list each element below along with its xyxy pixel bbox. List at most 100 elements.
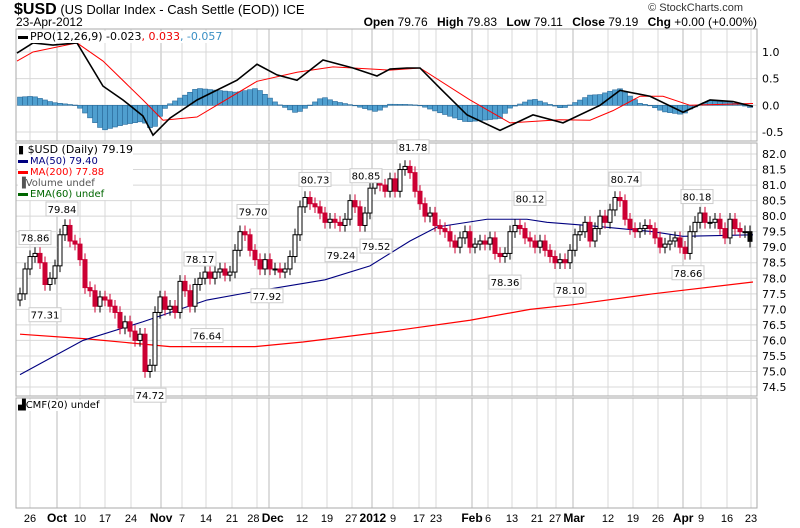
ma200-legend-text: MA(200) 77.88 (30, 167, 105, 178)
ppo-histogram-bar (507, 105, 513, 109)
candle-body (327, 218, 333, 223)
xtick-label: Oct (47, 511, 67, 525)
candle-body (317, 206, 323, 214)
xtick-label: 14 (200, 513, 212, 525)
ppo-histogram-bar (512, 105, 518, 107)
candle-body (307, 196, 313, 205)
xtick-label: 26 (24, 513, 36, 525)
candle-body (47, 277, 53, 285)
price-ytick-label: 78.5 (762, 257, 787, 270)
candle-body (572, 234, 578, 251)
ppo-histogram-bar (322, 97, 328, 106)
candle-body (417, 190, 423, 205)
candle-body (62, 224, 68, 236)
candle-body (247, 234, 253, 251)
candle-body (302, 196, 308, 208)
price-ytick-label: 80.5 (762, 195, 787, 208)
ppo-histogram-bar (592, 94, 598, 106)
xtick-label: 16 (721, 513, 733, 525)
cmf-legend-text: CMF(20) undef (25, 400, 100, 411)
candle-body (592, 228, 598, 242)
ppo-histogram-bar (57, 103, 63, 106)
ppo-histogram-bar (167, 103, 173, 106)
candle-body (537, 240, 543, 248)
ppo-histogram-bar (337, 102, 343, 106)
candle-icon: ▮ (18, 143, 25, 156)
candle-body (407, 165, 413, 174)
ppo-histogram-bar (412, 104, 418, 106)
xtick-label: 17 (99, 513, 111, 525)
ppo-histogram-bar (27, 96, 33, 106)
ema-legend-row: EMA(60) undef (18, 189, 133, 200)
candle-body (402, 165, 408, 171)
candle-body (222, 268, 228, 276)
price-ytick-label: 77.0 (762, 303, 787, 316)
xtick-label: 13 (506, 513, 518, 525)
candle-body (227, 271, 233, 276)
price-annotation-box (250, 288, 284, 304)
ppo-histogram-bar (302, 105, 308, 109)
open-value: 79.76 (397, 15, 428, 29)
candle-body (467, 231, 473, 248)
ohlc-readout: Open 79.76 High 79.83 Low 79.11 Close 79… (358, 16, 757, 29)
candle-body (602, 215, 608, 223)
candle-body (552, 256, 558, 264)
ppo-histogram-bar (282, 105, 288, 108)
candle-body (157, 296, 163, 313)
candle-body (172, 305, 178, 313)
ppo-histogram-bar (557, 105, 563, 108)
ppo-histogram-bar (527, 99, 533, 106)
ppo-histogram-bar (42, 99, 48, 106)
ppo-histogram-bar (97, 105, 103, 128)
candle-body (127, 321, 133, 332)
price-annotation-box (298, 171, 332, 187)
ppo-histogram-bar (427, 105, 433, 110)
candle-body (282, 268, 288, 273)
candle-body (542, 240, 548, 251)
candle-body (632, 228, 638, 233)
ppo-histogram-bar (502, 105, 508, 114)
xtick-label: 26 (652, 513, 664, 525)
ppo-histogram-bar (32, 96, 38, 106)
price-annotation-label: 77.92 (253, 292, 282, 303)
ppo-histogram-bar (552, 105, 558, 107)
candle-body (702, 212, 708, 223)
ppo-histogram-bar (292, 105, 298, 113)
ppo-histogram-bar (72, 104, 78, 106)
candle-body (37, 252, 43, 264)
price-annotation-label: 78.36 (491, 278, 520, 289)
candle-body (422, 203, 428, 217)
price-annotation-label: 79.52 (362, 242, 391, 253)
xtick-label: 27 (549, 513, 561, 525)
candle-body (367, 187, 373, 214)
candle-body (492, 237, 498, 254)
candle-body (252, 249, 258, 261)
low-value: 79.11 (533, 15, 563, 29)
price-ytick-label: 74.5 (762, 381, 787, 394)
candle-body (627, 218, 633, 230)
price-ytick-label: 80.0 (762, 210, 787, 223)
candle-body (607, 209, 613, 223)
price-annotation-label: 78.10 (556, 286, 585, 297)
ppo-histogram-bar (102, 105, 108, 131)
ppo-histogram-bar (467, 105, 473, 122)
price-annotation-box (18, 230, 52, 246)
price-ytick-label: 76.5 (762, 319, 787, 332)
copyright: © StockCharts.com (648, 2, 743, 14)
candle-body (32, 252, 38, 258)
price-annotation-label: 80.12 (516, 194, 545, 205)
price-annotation-box (608, 171, 642, 187)
candle-body (57, 234, 63, 267)
ppo-histogram-bar (272, 101, 278, 106)
candle-body (472, 243, 478, 248)
candle-body (312, 203, 318, 208)
ppo-histogram-bar (312, 101, 318, 106)
xtick-label: 23 (745, 513, 757, 525)
ppo-histogram-bar (442, 105, 448, 115)
ppo-histogram-bar (162, 105, 168, 109)
ppo-histogram-bar (17, 96, 23, 106)
candle-body (52, 265, 58, 279)
candle-body (717, 218, 723, 230)
panel-border-ppo (15, 28, 758, 142)
ppo-histogram-bar (92, 105, 98, 123)
